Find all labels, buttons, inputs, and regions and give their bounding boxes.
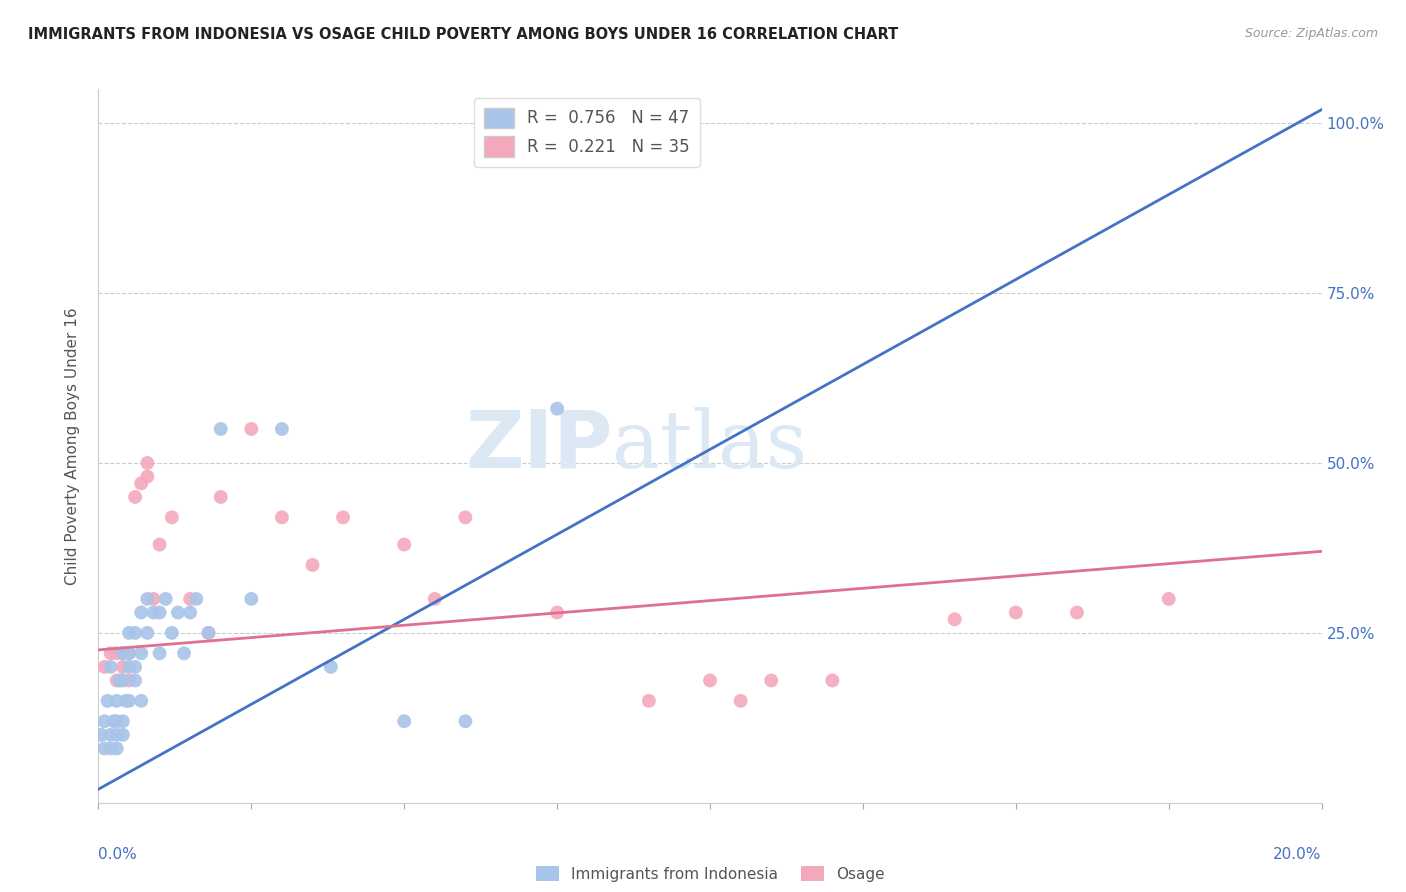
Text: 20.0%: 20.0% bbox=[1274, 847, 1322, 863]
Point bbox=[423, 591, 446, 606]
Point bbox=[105, 728, 128, 742]
Point bbox=[136, 469, 159, 483]
Point bbox=[118, 694, 141, 708]
Point bbox=[546, 606, 568, 620]
Point bbox=[93, 741, 115, 756]
Point bbox=[129, 694, 152, 708]
Point bbox=[637, 694, 661, 708]
Point bbox=[197, 626, 219, 640]
Text: ZIP: ZIP bbox=[465, 407, 612, 485]
Point bbox=[160, 626, 183, 640]
Text: atlas: atlas bbox=[612, 407, 807, 485]
Point bbox=[111, 673, 134, 688]
Point bbox=[93, 714, 115, 729]
Point bbox=[124, 490, 146, 504]
Point bbox=[821, 673, 844, 688]
Point bbox=[1066, 606, 1088, 620]
Point bbox=[270, 510, 292, 524]
Point bbox=[142, 606, 165, 620]
Point bbox=[179, 606, 201, 620]
Point bbox=[943, 612, 966, 626]
Point bbox=[240, 591, 263, 606]
Point bbox=[118, 646, 141, 660]
Point bbox=[392, 537, 416, 551]
Point bbox=[392, 714, 416, 729]
Point bbox=[105, 673, 128, 688]
Text: IMMIGRANTS FROM INDONESIA VS OSAGE CHILD POVERTY AMONG BOYS UNDER 16 CORRELATION: IMMIGRANTS FROM INDONESIA VS OSAGE CHILD… bbox=[28, 27, 898, 42]
Point bbox=[100, 660, 122, 674]
Point bbox=[103, 714, 125, 729]
Point bbox=[118, 626, 141, 640]
Point bbox=[179, 591, 201, 606]
Point bbox=[209, 422, 232, 436]
Y-axis label: Child Poverty Among Boys Under 16: Child Poverty Among Boys Under 16 bbox=[65, 307, 80, 585]
Point bbox=[118, 646, 141, 660]
Point bbox=[111, 660, 134, 674]
Point bbox=[108, 673, 131, 688]
Point bbox=[1004, 606, 1026, 620]
Point bbox=[124, 626, 146, 640]
Point bbox=[118, 673, 141, 688]
Point bbox=[240, 422, 263, 436]
Point bbox=[100, 741, 122, 756]
Point bbox=[90, 728, 112, 742]
Point bbox=[186, 591, 208, 606]
Legend: Immigrants from Indonesia, Osage: Immigrants from Indonesia, Osage bbox=[530, 860, 890, 888]
Point bbox=[105, 741, 128, 756]
Point bbox=[1157, 591, 1180, 606]
Point bbox=[111, 646, 134, 660]
Point bbox=[155, 591, 177, 606]
Point bbox=[129, 476, 152, 491]
Point bbox=[197, 626, 219, 640]
Point bbox=[173, 646, 195, 660]
Point bbox=[93, 660, 115, 674]
Point bbox=[118, 660, 141, 674]
Point bbox=[124, 673, 146, 688]
Point bbox=[111, 646, 134, 660]
Point bbox=[100, 646, 122, 660]
Point bbox=[100, 728, 122, 742]
Point bbox=[454, 510, 477, 524]
Point bbox=[111, 728, 134, 742]
Point bbox=[149, 537, 172, 551]
Point bbox=[105, 694, 128, 708]
Point bbox=[332, 510, 354, 524]
Point bbox=[136, 591, 159, 606]
Point bbox=[136, 626, 159, 640]
Point bbox=[454, 714, 477, 729]
Point bbox=[129, 646, 152, 660]
Point bbox=[111, 714, 134, 729]
Point bbox=[160, 510, 183, 524]
Point bbox=[301, 558, 323, 572]
Point bbox=[115, 694, 138, 708]
Point bbox=[699, 673, 721, 688]
Point bbox=[209, 490, 232, 504]
Point bbox=[129, 606, 152, 620]
Point bbox=[730, 694, 752, 708]
Point bbox=[270, 422, 292, 436]
Point bbox=[105, 714, 128, 729]
Point bbox=[546, 401, 568, 416]
Point bbox=[136, 456, 159, 470]
Point bbox=[97, 694, 120, 708]
Point bbox=[167, 606, 190, 620]
Point bbox=[105, 646, 128, 660]
Text: Source: ZipAtlas.com: Source: ZipAtlas.com bbox=[1244, 27, 1378, 40]
Point bbox=[759, 673, 782, 688]
Point bbox=[149, 606, 172, 620]
Text: 0.0%: 0.0% bbox=[98, 847, 138, 863]
Point bbox=[149, 646, 172, 660]
Point bbox=[142, 591, 165, 606]
Point bbox=[319, 660, 342, 674]
Point bbox=[124, 660, 146, 674]
